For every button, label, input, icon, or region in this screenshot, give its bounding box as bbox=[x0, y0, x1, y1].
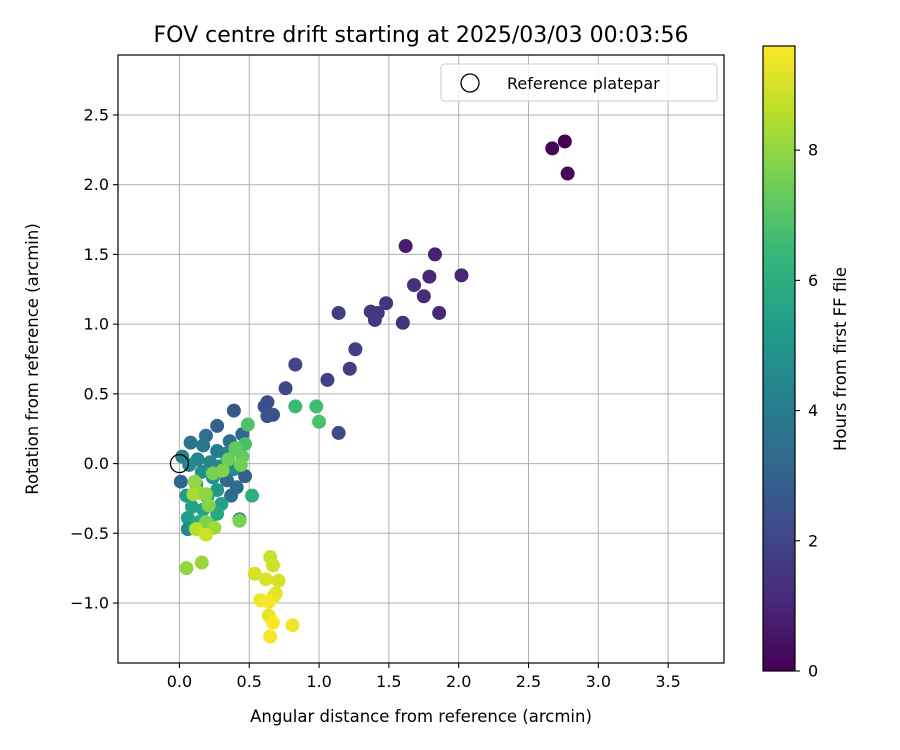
data-point bbox=[379, 296, 394, 311]
data-point bbox=[232, 513, 247, 528]
data-point bbox=[194, 555, 209, 570]
data-point bbox=[221, 452, 236, 467]
y-tick-label: 0.5 bbox=[84, 384, 109, 403]
legend: Reference platepar bbox=[440, 63, 718, 102]
legend-marker-icon bbox=[460, 73, 480, 93]
data-point bbox=[261, 594, 276, 609]
y-tick-label: 1.0 bbox=[84, 315, 109, 334]
data-point bbox=[179, 561, 194, 576]
y-tick-label: 2.0 bbox=[84, 175, 109, 194]
data-point bbox=[278, 381, 293, 396]
data-point bbox=[187, 474, 202, 489]
y-tick-label: 1.5 bbox=[84, 245, 109, 264]
colorbar-tick-label: 6 bbox=[808, 271, 818, 290]
data-point bbox=[422, 269, 437, 284]
data-point bbox=[309, 399, 324, 414]
x-axis-ticks: 0.0 0.5 1.0 1.5 2.0 2.5 3.0 3.5 bbox=[167, 663, 681, 691]
reference-platepar-marker bbox=[169, 453, 190, 474]
data-point bbox=[367, 312, 382, 327]
data-point bbox=[194, 464, 209, 479]
data-point bbox=[288, 399, 303, 414]
colorbar-label: Hours from first FF file bbox=[831, 267, 850, 451]
colorbar-tick-label: 0 bbox=[808, 662, 818, 681]
data-point bbox=[320, 372, 335, 387]
data-point bbox=[198, 487, 213, 502]
data-point bbox=[238, 469, 253, 484]
y-tick-label: 0.0 bbox=[84, 454, 109, 473]
data-point bbox=[398, 239, 413, 254]
x-tick-label: 2.0 bbox=[446, 672, 471, 691]
data-point bbox=[560, 166, 575, 181]
x-tick-label: 0.5 bbox=[237, 672, 262, 691]
colorbar-gradient bbox=[762, 45, 796, 672]
data-point bbox=[247, 566, 262, 581]
data-point bbox=[265, 558, 280, 573]
x-tick-label: 3.0 bbox=[586, 672, 611, 691]
data-point bbox=[285, 618, 300, 633]
data-point bbox=[201, 498, 216, 513]
y-axis-label: Rotation from reference (arcmin) bbox=[23, 223, 42, 495]
colorbar-tick-label: 2 bbox=[808, 531, 818, 550]
data-point bbox=[271, 573, 286, 588]
data-point bbox=[226, 403, 241, 418]
data-point bbox=[312, 414, 327, 429]
data-point bbox=[183, 435, 198, 450]
legend-label: Reference platepar bbox=[507, 74, 660, 93]
data-point bbox=[233, 457, 248, 472]
data-point bbox=[182, 457, 197, 472]
data-point bbox=[259, 572, 274, 587]
data-point bbox=[210, 418, 225, 433]
data-point bbox=[245, 488, 260, 503]
x-tick-label: 0.0 bbox=[167, 672, 192, 691]
data-point bbox=[331, 305, 346, 320]
chart-title: FOV centre drift starting at 2025/03/03 … bbox=[154, 23, 689, 48]
data-point bbox=[180, 510, 195, 525]
data-point bbox=[545, 141, 560, 156]
colorbar-tick-label: 8 bbox=[808, 141, 818, 160]
data-point bbox=[395, 315, 410, 330]
data-point bbox=[173, 474, 188, 489]
x-tick-label: 1.5 bbox=[376, 672, 401, 691]
y-tick-label: −0.5 bbox=[70, 524, 109, 543]
data-point bbox=[186, 487, 201, 502]
colorbar: 0 2 4 6 8 Hours from first FF file bbox=[762, 45, 850, 681]
data-point bbox=[185, 499, 200, 514]
y-tick-label: −1.0 bbox=[70, 594, 109, 613]
data-point bbox=[224, 488, 239, 503]
data-point bbox=[196, 438, 211, 453]
data-point bbox=[348, 342, 363, 357]
x-tick-label: 3.5 bbox=[655, 672, 680, 691]
data-points bbox=[173, 134, 575, 644]
data-point bbox=[265, 615, 280, 630]
data-point bbox=[342, 361, 357, 376]
x-tick-label: 1.0 bbox=[306, 672, 331, 691]
y-tick-label: 2.5 bbox=[84, 105, 109, 124]
data-point bbox=[416, 289, 431, 304]
data-point bbox=[427, 247, 442, 262]
data-point bbox=[240, 417, 255, 432]
data-point bbox=[407, 278, 422, 293]
data-point bbox=[331, 425, 346, 440]
data-point bbox=[454, 268, 469, 283]
x-axis-label: Angular distance from reference (arcmin) bbox=[250, 707, 592, 726]
data-point bbox=[260, 409, 275, 424]
data-point bbox=[288, 357, 303, 372]
y-axis-ticks: −1.0 −0.5 0.0 0.5 1.0 1.5 2.0 2.5 bbox=[70, 105, 118, 613]
plot-area bbox=[118, 55, 724, 663]
data-point bbox=[210, 483, 225, 498]
data-point bbox=[432, 305, 447, 320]
colorbar-ticks: 0 2 4 6 8 bbox=[795, 141, 818, 681]
data-point bbox=[215, 463, 230, 478]
legend-box bbox=[440, 63, 718, 102]
plot-frame bbox=[117, 54, 725, 664]
colorbar-tick-label: 4 bbox=[808, 401, 818, 420]
x-tick-label: 2.5 bbox=[516, 672, 541, 691]
data-point bbox=[557, 134, 572, 149]
data-point bbox=[198, 527, 213, 542]
data-point bbox=[263, 629, 278, 644]
